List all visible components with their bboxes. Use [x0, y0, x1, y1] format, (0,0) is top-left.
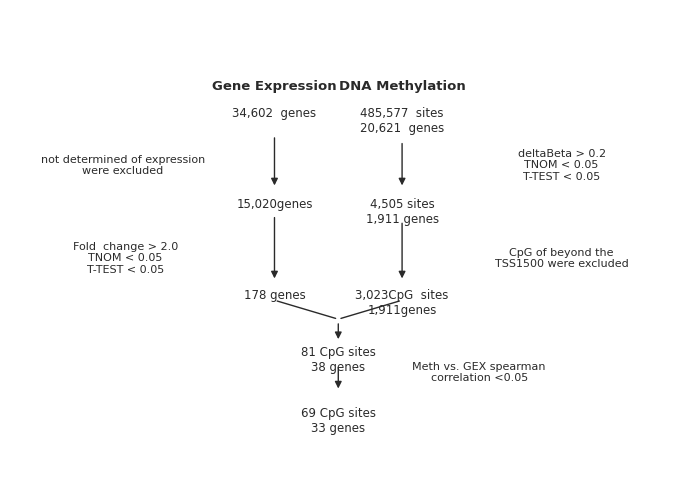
Text: 81 CpG sites
38 genes: 81 CpG sites 38 genes: [301, 346, 376, 374]
Text: Gene Expression: Gene Expression: [212, 80, 337, 93]
Text: 34,602  genes: 34,602 genes: [233, 106, 316, 120]
Text: 485,577  sites
20,621  genes: 485,577 sites 20,621 genes: [360, 106, 445, 135]
Text: not determined of expression
were excluded: not determined of expression were exclud…: [41, 155, 205, 176]
Text: CpG of beyond the
TSS1500 were excluded: CpG of beyond the TSS1500 were excluded: [495, 247, 628, 269]
Text: 3,023CpG  sites
1,911genes: 3,023CpG sites 1,911genes: [355, 289, 449, 317]
Text: 178 genes: 178 genes: [244, 289, 305, 302]
Text: Meth vs. GEX spearman
correlation <0.05: Meth vs. GEX spearman correlation <0.05: [412, 361, 546, 383]
Text: deltaBeta > 0.2
TNOM < 0.05
T-TEST < 0.05: deltaBeta > 0.2 TNOM < 0.05 T-TEST < 0.0…: [517, 149, 606, 182]
Text: DNA Methylation: DNA Methylation: [339, 80, 466, 93]
Text: Fold  change > 2.0
TNOM < 0.05
T-TEST < 0.05: Fold change > 2.0 TNOM < 0.05 T-TEST < 0…: [73, 242, 178, 275]
Text: 15,020genes: 15,020genes: [236, 198, 313, 211]
Text: 4,505 sites
1,911 genes: 4,505 sites 1,911 genes: [366, 198, 438, 226]
Text: 69 CpG sites
33 genes: 69 CpG sites 33 genes: [300, 407, 376, 434]
